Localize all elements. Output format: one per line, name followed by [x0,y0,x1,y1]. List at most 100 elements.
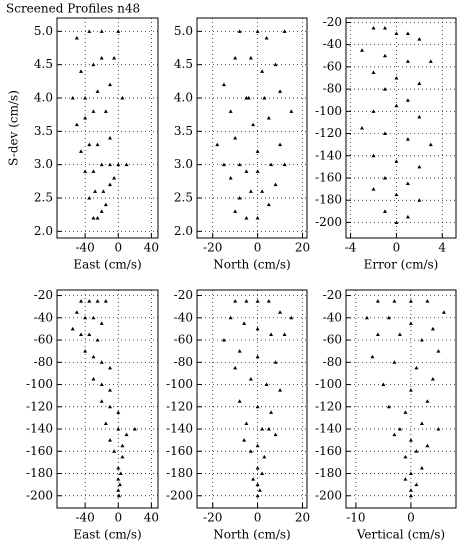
data-point [237,349,242,353]
data-point [255,404,260,409]
y-tick-label: -180 [315,193,342,207]
y-tick-label: 2.0 [174,224,193,238]
plot-frame [345,17,457,239]
data-point [408,321,413,325]
data-point [248,189,253,193]
data-point [255,216,260,220]
x-axis-label: North (cm/s) [213,528,291,542]
data-point [260,427,265,431]
x-tick-label: 40 [144,511,159,525]
data-point [244,96,249,100]
data-point [382,26,387,30]
y-tick-label: -180 [315,466,342,480]
data-point [414,482,419,487]
y-tick-label: -100 [166,377,193,391]
data-point [233,209,238,213]
data-point [408,438,413,442]
data-point [95,338,100,342]
data-point [419,465,424,470]
data-point [371,70,376,74]
data-point [370,354,375,359]
data-point [120,96,125,100]
data-point [375,332,380,336]
y-tick-label: -100 [315,377,342,391]
data-point [99,209,104,213]
data-point [228,176,233,180]
data-point [124,432,129,437]
data-point [99,382,104,387]
x-tick-label: 0 [114,241,122,255]
y-tick-label: 3.5 [34,124,53,138]
data-point [394,159,399,163]
data-point [112,56,117,60]
y-tick-label: -160 [315,171,342,185]
data-point [74,36,79,40]
data-point [116,465,121,470]
data-point [116,410,121,414]
data-point [112,176,117,180]
data-point [237,196,242,200]
x-tick-label: -40 [75,241,94,255]
data-point [91,376,96,381]
data-point [403,477,408,481]
data-point [117,493,122,498]
y-tick-label: -60 [174,333,193,347]
data-point [408,299,413,303]
data-point [408,388,413,392]
data-point [392,432,397,437]
data-point [215,142,220,147]
y-tick-label: -140 [166,422,193,436]
y-tick-label: -80 [34,355,53,369]
data-point [93,189,98,193]
data-point [255,443,260,448]
data-point [260,189,265,193]
data-point [233,136,238,140]
data-point [255,482,260,487]
data-point [371,187,376,191]
data-point [91,315,96,320]
y-tick-label: -40 [323,310,342,324]
data-point [221,338,226,342]
data-point [278,142,283,147]
data-point [107,82,112,87]
data-point [397,427,402,431]
y-tick-label: 4.5 [174,57,193,71]
data-point [371,109,376,113]
data-point [269,162,274,167]
data-point [91,216,96,220]
data-point [95,142,100,147]
y-tick-label: -200 [315,215,342,229]
data-point [103,421,108,425]
data-point [237,399,242,403]
y-tick-label: 2.5 [34,191,53,205]
data-point [83,315,88,320]
x-tick-label: 20 [295,511,310,525]
data-point [403,410,408,414]
data-point [255,493,260,498]
x-tick-label: -10 [346,511,365,525]
data-point [87,196,92,200]
data-point [70,96,75,100]
data-point [248,56,253,60]
data-point [419,421,424,425]
data-point [95,89,100,93]
y-tick-label: -120 [26,399,53,413]
data-point [278,89,283,93]
data-point [107,365,112,370]
data-point [382,87,387,91]
data-point [91,109,96,113]
data-point [419,338,424,342]
data-point [417,81,422,86]
y-tick-label: -60 [323,59,342,73]
plot-frame [56,289,159,509]
data-point [251,477,256,481]
x-tick-label: 0 [393,241,401,255]
data-point [397,332,402,336]
data-point [117,482,122,487]
data-point [120,443,125,448]
data-point [116,162,121,167]
data-point [278,310,283,314]
data-point [233,56,238,60]
data-point [394,192,399,197]
data-point [255,29,260,33]
